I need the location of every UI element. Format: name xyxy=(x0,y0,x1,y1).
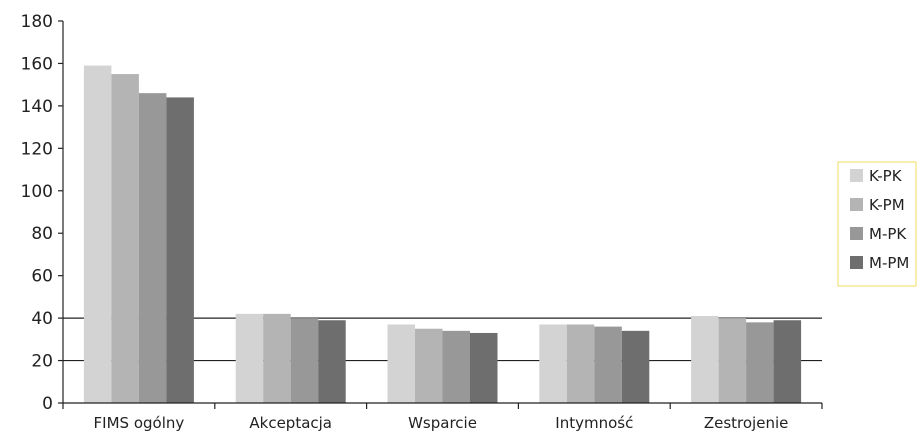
bar-K-PK-1 xyxy=(235,313,264,403)
legend-swatch-M-PM xyxy=(850,256,863,269)
y-tick-label-0: 0 xyxy=(42,394,53,414)
bar-K-PK-2 xyxy=(387,324,415,403)
bar-K-PM-4 xyxy=(718,318,747,403)
legend-label-K-PM: K-PM xyxy=(869,196,905,214)
legend-swatch-K-PM xyxy=(850,198,863,211)
bar-M-PM-4 xyxy=(773,320,802,403)
x-category-label-3: Intymność xyxy=(555,414,633,432)
y-tick-label-120: 120 xyxy=(21,139,53,159)
bar-M-PM-0 xyxy=(166,97,194,404)
legend-label-K-PK: K-PK xyxy=(869,167,903,185)
bar-K-PK-3 xyxy=(539,324,567,403)
bar-K-PK-4 xyxy=(691,315,719,403)
y-tick-label-140: 140 xyxy=(21,97,53,117)
legend-swatch-M-PK xyxy=(850,227,863,240)
bar-M-PK-3 xyxy=(594,326,622,403)
bar-K-PM-1 xyxy=(263,313,291,403)
x-category-label-0: FIMS ogólny xyxy=(94,414,185,432)
bar-M-PK-0 xyxy=(138,93,167,404)
x-category-label-4: Zestrojenie xyxy=(704,414,789,432)
y-tick-label-80: 80 xyxy=(31,224,53,244)
x-category-labels: FIMS ogólny Akceptacja Wsparcie Intymność Ze… xyxy=(94,414,789,432)
y-tick-label-20: 20 xyxy=(31,352,53,372)
y-tick-labels: 0 20 40 60 80 100 120 140 160 180 xyxy=(21,12,53,414)
bar-K-PM-3 xyxy=(566,324,595,403)
bar-M-PK-1 xyxy=(290,318,319,403)
legend: K-PK K-PM M-PK M-PM xyxy=(837,161,917,287)
bar-M-PK-4 xyxy=(746,322,774,403)
axes xyxy=(58,20,823,409)
bars xyxy=(83,65,802,404)
legend-label-M-PM: M-PM xyxy=(869,254,909,272)
legend-label-M-PK: M-PK xyxy=(869,225,907,243)
bar-M-PM-1 xyxy=(318,320,346,403)
bar-K-PM-0 xyxy=(111,74,139,404)
bar-M-PM-3 xyxy=(621,330,650,403)
y-tick-label-160: 160 xyxy=(21,54,53,74)
legend-swatch-K-PK xyxy=(850,169,863,182)
bar-M-PK-2 xyxy=(442,330,470,403)
bar-M-PM-2 xyxy=(470,332,498,403)
bar-K-PM-2 xyxy=(415,328,443,403)
y-tick-label-100: 100 xyxy=(21,182,53,202)
x-category-label-1: Akceptacja xyxy=(249,414,332,432)
y-tick-label-40: 40 xyxy=(31,309,53,329)
x-category-label-2: Wsparcie xyxy=(408,414,477,432)
y-tick-label-60: 60 xyxy=(31,267,53,287)
y-tick-label-180: 180 xyxy=(21,12,53,32)
bar-K-PK-0 xyxy=(83,65,112,404)
